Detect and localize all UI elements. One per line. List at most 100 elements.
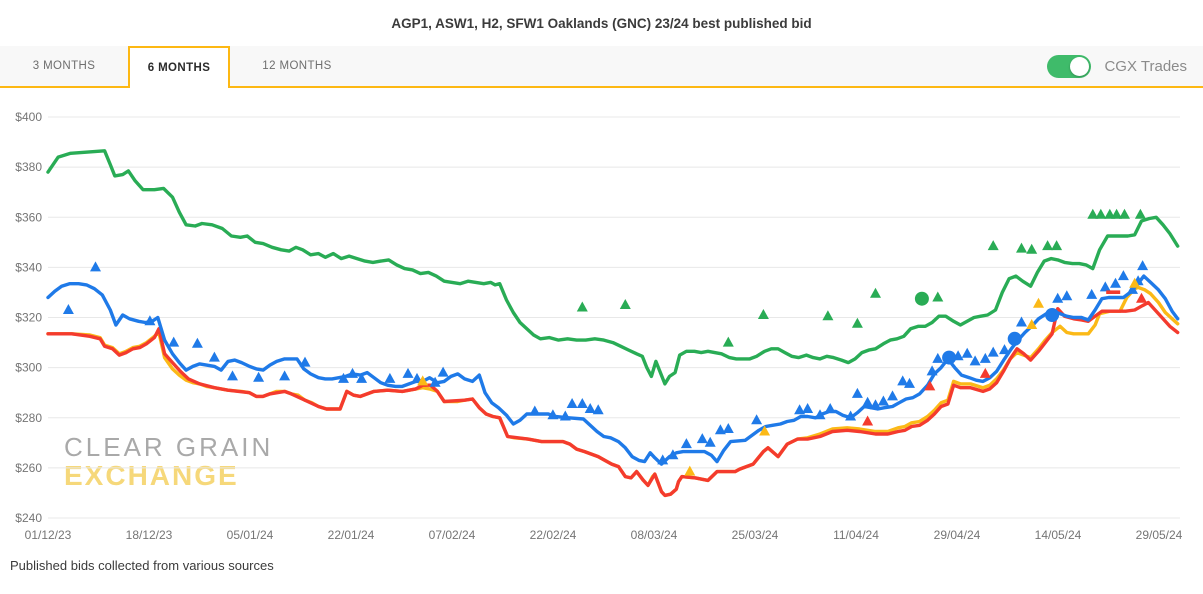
- x-axis-label: 22/02/24: [530, 528, 577, 542]
- period-tabbar: 3 MONTHS 6 MONTHS 12 MONTHS CGX Trades: [0, 46, 1203, 88]
- bid-triangle-green-icon: [722, 336, 734, 347]
- bid-triangle-green-icon: [1111, 208, 1123, 219]
- x-axis-label: 11/04/24: [833, 528, 879, 542]
- bid-triangle-yellow-icon: [684, 465, 696, 476]
- x-axis-label: 29/04/24: [934, 528, 981, 542]
- bid-triangle-blue-icon: [168, 336, 180, 347]
- bid-triangle-green-icon: [870, 287, 881, 298]
- bid-triangle-blue-icon: [999, 344, 1010, 355]
- bid-triangle-blue-icon: [802, 403, 814, 413]
- y-axis-label: $400: [15, 110, 42, 124]
- x-axis-label: 29/05/24: [1136, 528, 1183, 542]
- bid-triangle-blue-icon: [714, 424, 726, 435]
- x-axis-label: 07/02/24: [429, 528, 476, 542]
- bid-triangle-blue-icon: [862, 396, 874, 407]
- bid-triangle-blue-icon: [529, 405, 541, 416]
- bid-triangle-blue-icon: [987, 346, 999, 357]
- bid-triangle-green-icon: [1087, 208, 1099, 219]
- bid-triangle-blue-icon: [1052, 292, 1064, 303]
- bid-triangle-green-icon: [757, 309, 769, 319]
- bid-triangle-blue-icon: [1016, 316, 1027, 327]
- bid-triangle-blue-icon: [279, 370, 291, 381]
- trade-circle-blue-icon: [1007, 331, 1022, 346]
- bid-triangle-blue-icon: [1110, 277, 1121, 288]
- bid-triangle-red-icon: [1136, 292, 1147, 303]
- tab-3-months[interactable]: 3 MONTHS: [32, 60, 96, 72]
- bid-triangle-blue-icon: [547, 409, 559, 420]
- bid-triangle-blue-icon: [904, 377, 915, 388]
- x-axis-label: 14/05/24: [1035, 528, 1082, 542]
- bid-triangle-green-icon: [1134, 208, 1146, 219]
- bid-triangle-blue-icon: [384, 372, 396, 383]
- bid-triangle-green-icon: [987, 240, 999, 251]
- bid-triangle-blue-icon: [932, 352, 944, 363]
- page-title: AGP1, ASW1, H2, SFW1 Oaklands (GNC) 23/2…: [391, 15, 812, 31]
- y-axis-label: $360: [15, 210, 42, 224]
- cgx-trades-toggle-group: CGX Trades: [1047, 46, 1203, 86]
- bid-triangle-green-icon: [576, 301, 588, 312]
- x-axis-label: 25/03/24: [732, 528, 779, 542]
- bid-triangle-blue-icon: [751, 414, 763, 425]
- bid-triangle-green-icon: [1016, 242, 1027, 253]
- bid-triangle-blue-icon: [722, 423, 734, 433]
- bid-triangle-blue-icon: [845, 410, 857, 421]
- price-line-blue: [46, 274, 1180, 466]
- price-line-green: [46, 149, 1180, 386]
- bid-triangle-green-icon: [1119, 208, 1130, 219]
- bid-triangle-blue-icon: [877, 395, 889, 406]
- bid-triangle-yellow-icon: [417, 375, 429, 386]
- y-axis-label: $300: [15, 361, 42, 375]
- bid-triangle-green-icon: [932, 291, 944, 302]
- cgx-watermark-line1: CLEAR GRAIN: [64, 432, 274, 462]
- tab-6-months[interactable]: 6 MONTHS: [128, 46, 230, 88]
- y-axis-label: $380: [15, 160, 42, 174]
- trade-circle-blue-icon: [1045, 308, 1060, 322]
- bid-triangle-yellow-icon: [1129, 277, 1141, 288]
- bid-triangle-blue-icon: [592, 404, 604, 415]
- bid-triangle-blue-icon: [429, 376, 441, 387]
- bid-triangle-red-icon: [979, 367, 991, 378]
- bid-triangle-blue-icon: [1061, 290, 1073, 301]
- bid-triangle-yellow-icon: [759, 425, 771, 436]
- bid-triangle-blue-icon: [402, 367, 414, 378]
- bid-triangle-green-icon: [822, 310, 834, 321]
- y-axis-label: $240: [15, 511, 42, 525]
- bid-triangle-blue-icon: [794, 404, 806, 415]
- bid-triangle-blue-icon: [144, 315, 156, 326]
- bid-triangle-green-icon: [851, 317, 863, 328]
- bid-triangle-blue-icon: [437, 366, 449, 377]
- chart-canvas: $240 $260 $280 $300 $320 $340 $360 $380 $400 01/1…: [15, 110, 1183, 542]
- cgx-trades-toggle[interactable]: [1047, 54, 1092, 78]
- cgx-trades-toggle-label: CGX Trades: [1104, 57, 1187, 75]
- bid-triangle-blue-icon: [979, 352, 991, 363]
- bid-triangle-blue-icon: [851, 387, 863, 398]
- bid-triangle-blue-icon: [657, 454, 669, 465]
- price-line-red: [46, 300, 1180, 498]
- bid-triangle-green-icon: [1042, 240, 1054, 251]
- trade-circle-blue-icon: [942, 350, 957, 365]
- bid-triangle-blue-icon: [696, 433, 708, 444]
- y-axis-label: $340: [15, 260, 42, 274]
- price-chart: CLEAR GRAIN EXCHANGE $240 $260 $280 $300 $32…: [0, 88, 1203, 558]
- x-axis-label: 18/12/23: [126, 528, 173, 542]
- tab-12-months[interactable]: 12 MONTHS: [262, 60, 332, 72]
- bid-triangle-yellow-icon: [1026, 319, 1038, 329]
- bid-triangle-blue-icon: [667, 449, 679, 460]
- bid-triangle-blue-icon: [926, 365, 938, 376]
- bid-triangle-green-icon: [619, 299, 631, 309]
- bid-triangle-blue-icon: [566, 398, 578, 408]
- bid-triangle-blue-icon: [584, 403, 596, 413]
- bid-triangle-blue-icon: [680, 438, 692, 449]
- bid-triangle-yellow-icon: [1033, 297, 1044, 308]
- x-axis-label: 08/03/24: [631, 528, 678, 542]
- bid-triangle-blue-icon: [1117, 270, 1129, 281]
- bid-triangle-blue-icon: [1127, 283, 1138, 294]
- bid-triangle-blue-icon: [870, 399, 881, 410]
- y-axis-label: $260: [15, 461, 42, 475]
- bid-triangle-blue-icon: [208, 351, 220, 362]
- bid-triangle-blue-icon: [299, 356, 311, 367]
- x-axis-label: 01/12/23: [25, 528, 72, 542]
- bid-triangle-blue-icon: [1137, 260, 1149, 271]
- bid-triangle-blue-icon: [961, 347, 973, 358]
- source-note: Published bids collected from various so…: [10, 558, 274, 573]
